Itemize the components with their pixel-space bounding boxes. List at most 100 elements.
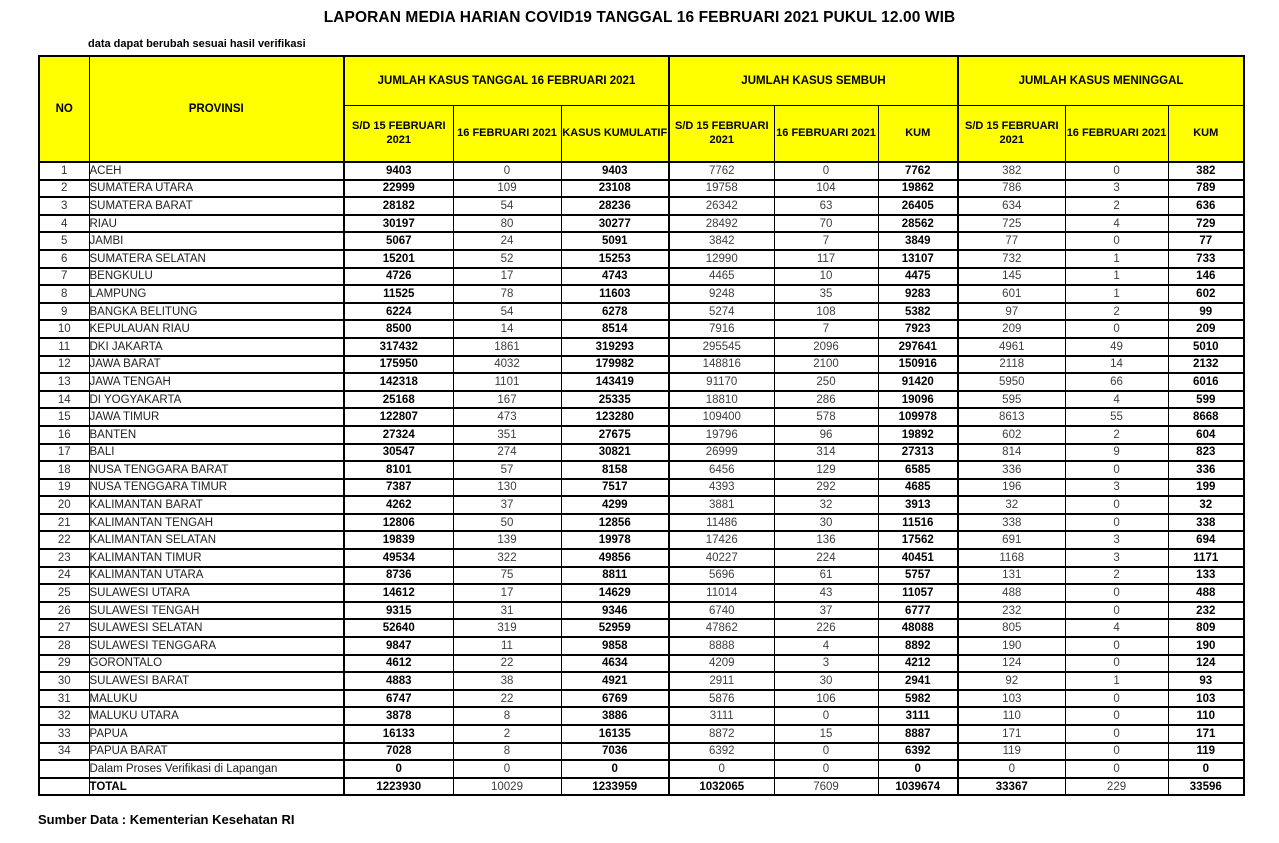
cell-sembuh-kum: 4212	[877, 654, 959, 674]
cell-sembuh-sd15: 5876	[668, 689, 775, 709]
cell-kasus-sd15: 22999	[343, 179, 454, 199]
page-title: LAPORAN MEDIA HARIAN COVID19 TANGGAL 16 …	[323, 9, 956, 26]
cell-kasus-sd15: 8101	[343, 460, 454, 480]
cell-no: 17	[38, 443, 90, 463]
cell-sembuh-sd15: 109400	[668, 407, 775, 427]
cell-sembuh-kum: 26405	[877, 196, 959, 216]
cell-meninggal-sd15: 97	[957, 302, 1066, 322]
cell-kasus-sd15: 52640	[343, 618, 454, 639]
cell-kasus-16feb: 1861	[452, 337, 562, 357]
cell-meninggal-kum: 636	[1167, 196, 1245, 216]
cell-sembuh-16feb: 104	[773, 179, 879, 199]
table-row: 26 SULAWESI TENGAH 9315 31 9346 6740 37 6777 232…	[38, 601, 1245, 621]
cell-provinsi: LAMPUNG	[88, 284, 345, 304]
cell-meninggal-kum: 338	[1167, 513, 1245, 533]
cell-sembuh-kum: 3111	[877, 706, 959, 726]
cell-sembuh-sd15: 19758	[668, 179, 775, 199]
cell-kasus-16feb: 109	[452, 179, 562, 199]
cell-sembuh-16feb: 63	[773, 196, 879, 216]
cell-sembuh-kum: 109978	[877, 407, 959, 427]
cell-no: 16	[38, 425, 90, 445]
cell-sembuh-16feb: 15	[773, 724, 879, 744]
cell-kasus-kumulatif: 30821	[560, 443, 670, 463]
cell-sembuh-sd15: 3881	[668, 495, 775, 515]
cell-sembuh-16feb: 226	[773, 618, 879, 639]
cell-kasus-16feb: 80	[452, 214, 562, 234]
cell-kasus-kumulatif: 4921	[560, 671, 670, 691]
cell-meninggal-sd15: 336	[957, 460, 1066, 480]
cell-provinsi: PAPUA BARAT	[88, 742, 345, 762]
cell-meninggal-16feb: 3	[1064, 548, 1169, 568]
cell-meninggal-16feb: 1	[1064, 671, 1169, 691]
cell-kasus-kumulatif: 30277	[560, 214, 670, 234]
cell-sembuh-sd15: 8888	[668, 636, 775, 656]
header-group-row: NO PROVINSI JUMLAH KASUS TANGGAL 16 FEBR…	[38, 55, 1245, 163]
cell-kasus-sd15: 8736	[343, 566, 454, 586]
table-row: 33 PAPUA 16133 2 16135 8872 15 8887 171 0 171	[38, 724, 1245, 744]
cell-sembuh-kum: 27313	[877, 443, 959, 463]
cell-sembuh-16feb: 108	[773, 302, 879, 322]
cell-sembuh-sd15: 40227	[668, 548, 775, 568]
cell-kasus-kumulatif: 7036	[560, 742, 670, 762]
header-group-sembuh: JUMLAH KASUS SEMBUH	[667, 55, 959, 106]
table-row: 29 GORONTALO 4612 22 4634 4209 3 4212 124 0 124	[38, 654, 1245, 674]
cell-meninggal-16feb: 66	[1064, 372, 1169, 392]
cell-verification-label: Dalam Proses Verifikasi di Lapangan	[88, 759, 345, 779]
cell-kasus-sd15: 3878	[343, 706, 454, 726]
cell-sembuh-kum: 6777	[877, 601, 959, 621]
cell-provinsi: MALUKU UTARA	[88, 706, 345, 726]
cell-kasus-kumulatif: 179982	[560, 355, 670, 375]
cell-kasus-sd15: 9403	[343, 161, 454, 181]
cell-meninggal-sd15: 732	[957, 249, 1066, 269]
cell-kasus-16feb: 38	[452, 671, 562, 691]
cell-kasus-16feb: 52	[452, 249, 562, 269]
cell-provinsi: BALI	[88, 443, 345, 463]
cell-kasus-16feb: 322	[452, 548, 562, 568]
cell-meninggal-sd15: 103	[957, 689, 1066, 709]
cell-meninggal-16feb: 0	[1064, 724, 1169, 744]
cell-provinsi: DI YOGYAKARTA	[88, 390, 345, 410]
cell-provinsi: RIAU	[88, 214, 345, 234]
cell-provinsi: SULAWESI BARAT	[88, 671, 345, 691]
cell-sembuh-sd15: 17426	[668, 530, 775, 551]
cell-kasus-16feb: 14	[452, 319, 562, 339]
header-sembuh-kum: KUM	[877, 105, 959, 163]
table-header: NO PROVINSI JUMLAH KASUS TANGGAL 16 FEBR…	[38, 55, 1245, 163]
cell-total-label: TOTAL	[88, 777, 345, 797]
cell-provinsi: SUMATERA BARAT	[88, 196, 345, 216]
cell-meninggal-kum: 823	[1167, 443, 1245, 463]
cell-kasus-sd15: 16133	[343, 724, 454, 744]
cell-kasus-kumulatif: 28236	[560, 196, 670, 216]
cell-kasus-sd15: 4883	[343, 671, 454, 691]
cell-kasus-16feb: 17	[452, 267, 562, 287]
cell-meninggal-kum: 382	[1167, 161, 1245, 181]
cell-meninggal-16feb: 4	[1064, 390, 1169, 410]
cell-meninggal-16feb: 1	[1064, 249, 1169, 269]
cell-sembuh-sd15: 9248	[668, 284, 775, 304]
cell-meninggal-sd15: 338	[957, 513, 1066, 533]
cell-meninggal-16feb: 0	[1064, 636, 1169, 656]
cell-sembuh-kum: 8887	[877, 724, 959, 744]
header-provinsi: PROVINSI	[88, 55, 345, 163]
cell-meninggal-kum: 809	[1167, 618, 1245, 639]
cell-meninggal-16feb: 3	[1064, 530, 1169, 551]
cell-meninggal-kum: 602	[1167, 284, 1245, 304]
cell-meninggal-16feb: 2	[1064, 196, 1169, 216]
cell-provinsi: SULAWESI UTARA	[88, 583, 345, 603]
header-meninggal-sd15: S/D 15 FEBRUARI 2021	[957, 105, 1066, 163]
total-row: TOTAL 1223930 10029 1233959 1032065 7609 10396…	[38, 777, 1245, 797]
cell-sembuh-16feb: 35	[773, 284, 879, 304]
cell-sembuh-sd15: 18810	[668, 390, 775, 410]
table-row: 25 SULAWESI UTARA 14612 17 14629 11014 43 11057…	[38, 583, 1245, 603]
cell-kasus-kumulatif: 19978	[560, 530, 670, 551]
cell-sembuh-kum: 48088	[877, 618, 959, 639]
cell-provinsi: JAMBI	[88, 231, 345, 251]
cell-kasus-16feb: 31	[452, 601, 562, 621]
cell-sembuh-16feb: 136	[773, 530, 879, 551]
cell-no: 8	[38, 284, 90, 304]
cell-meninggal-kum: 336	[1167, 460, 1245, 480]
cell-kasus-sd15: 6747	[343, 689, 454, 709]
cell-sembuh-sd15: 26999	[668, 443, 775, 463]
cell-meninggal-sd15: 110	[957, 706, 1066, 726]
cell-meninggal-kum: 729	[1167, 214, 1245, 234]
